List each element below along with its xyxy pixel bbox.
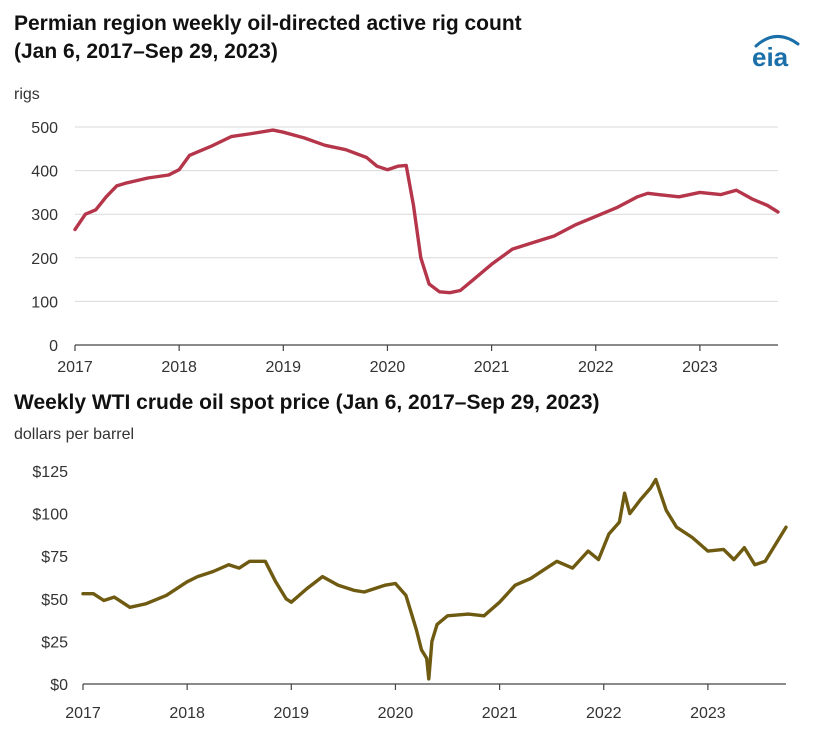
chart-2-x-tick-label: 2023 <box>690 705 726 722</box>
chart-2-y-tick-label: $100 <box>32 507 68 524</box>
chart-1-series-line <box>73 128 780 295</box>
eia-logo-text: eia <box>752 42 789 70</box>
chart-2-x-tick-label: 2022 <box>586 705 622 722</box>
chart-2-series-line <box>81 477 788 681</box>
chart-1-y-tick-label: 0 <box>49 338 58 355</box>
chart-2-y-tick-label: $125 <box>32 464 68 481</box>
rig-count-chart: 0 100 200 300 400 500 2017 2018 2019 2020 2021 2022… <box>31 120 780 376</box>
chart-1-x-tick-label: 2023 <box>682 359 718 376</box>
chart-1-y-tick-label: 300 <box>31 207 58 224</box>
chart-1-title-line-1: Permian region weekly oil-directed activ… <box>14 12 522 35</box>
chart-2-y-axis-unit: dollars per barrel <box>14 426 135 443</box>
chart-1-title-line-2: (Jan 6, 2017–Sep 29, 2023) <box>14 40 278 63</box>
chart-1-x-tick-label: 2020 <box>370 359 406 376</box>
eia-logo-icon: eia <box>752 35 800 70</box>
chart-2-y-tick-label: $25 <box>41 634 68 651</box>
chart-1-y-tick-label: 200 <box>31 251 58 268</box>
chart-1-x-tick-label: 2018 <box>161 359 197 376</box>
chart-2-x-tick-label: 2019 <box>273 705 309 722</box>
chart-2-y-tick-label: $50 <box>41 592 68 609</box>
chart-2-x-tick-label: 2021 <box>482 705 518 722</box>
chart-2-y-tick-label: $75 <box>41 549 68 566</box>
chart-1-x-tick-label: 2021 <box>474 359 510 376</box>
chart-1-y-tick-label: 400 <box>31 164 58 181</box>
chart-2-x-tick-label: 2018 <box>169 705 205 722</box>
chart-1-x-tick-label: 2017 <box>57 359 93 376</box>
chart-2-title: Weekly WTI crude oil spot price (Jan 6, … <box>14 391 600 414</box>
chart-1-x-tick-label: 2022 <box>578 359 614 376</box>
chart-2-x-tick-label: 2020 <box>378 705 414 722</box>
chart-2-y-tick-label: $0 <box>50 677 68 694</box>
chart-1-y-tick-label: 100 <box>31 294 58 311</box>
chart-1-y-axis-unit: rigs <box>14 86 40 103</box>
chart-2-x-tick-label: 2017 <box>65 705 101 722</box>
chart-1-y-tick-label: 500 <box>31 120 58 137</box>
chart-1-x-tick-label: 2019 <box>265 359 301 376</box>
